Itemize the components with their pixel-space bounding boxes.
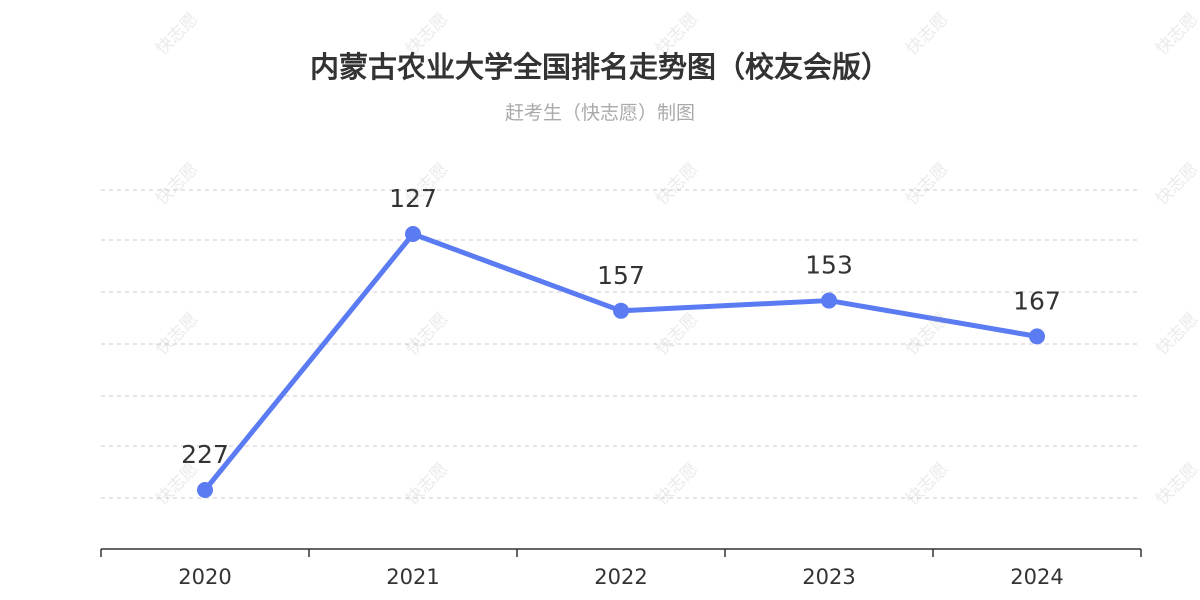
data-labels: 227 127 157 153 167 <box>181 184 1061 469</box>
grid-lines <box>101 189 1141 499</box>
x-tick-label: 2021 <box>386 565 439 589</box>
data-point[interactable] <box>821 292 837 309</box>
data-point[interactable] <box>405 226 421 242</box>
x-tick-label: 2023 <box>802 565 855 589</box>
data-label: 167 <box>1013 286 1061 315</box>
x-tick-label: 2022 <box>594 565 647 589</box>
data-point[interactable] <box>613 302 629 319</box>
chart-title: 内蒙古农业大学全国排名走势图（校友会版） <box>309 50 890 84</box>
data-label: 127 <box>389 184 437 213</box>
x-tick-label: 2020 <box>178 565 231 589</box>
x-axis: 2020 2021 2022 2023 2024 <box>100 548 1142 589</box>
data-point[interactable] <box>1029 328 1045 345</box>
data-label: 227 <box>181 440 229 469</box>
x-tick-label: 2024 <box>1010 565 1063 589</box>
data-label: 153 <box>805 251 853 280</box>
series-line <box>197 226 1045 498</box>
chart-subtitle: 赶考生（快志愿）制图 <box>504 102 695 124</box>
data-point[interactable] <box>197 482 213 498</box>
data-label: 157 <box>597 261 645 290</box>
